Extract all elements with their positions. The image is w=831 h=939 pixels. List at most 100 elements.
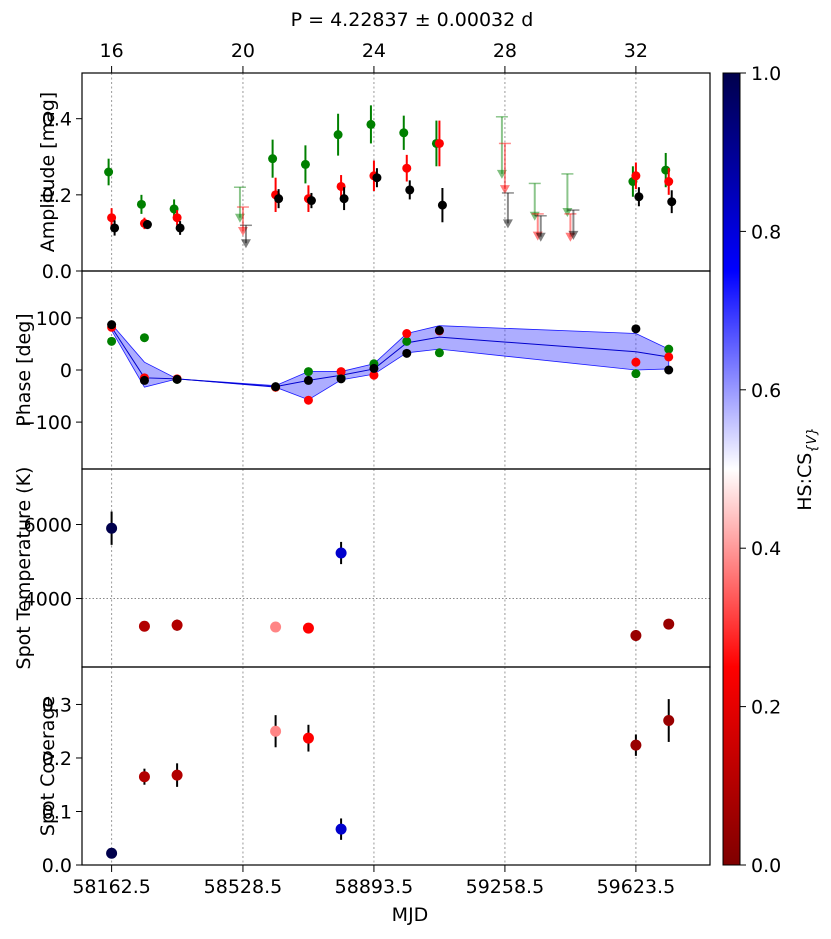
data-point	[664, 177, 674, 187]
colorbar-label: HS:CS{V}	[794, 427, 820, 511]
y-tick-label: −100	[20, 412, 72, 434]
data-point	[663, 715, 675, 727]
panel-spot-coverage: 0.0 0.1 0.2 0.3 Spot Coverage	[37, 666, 711, 877]
y-axis: 0.0 0.1 0.2 0.3	[42, 694, 82, 877]
colorbar-ticks: 0.0 0.2 0.4 0.6 0.8 1.0	[740, 63, 781, 877]
data-point	[372, 173, 382, 183]
top-tick-label: 20	[231, 40, 255, 62]
data-point	[139, 333, 149, 343]
colorbar-tick-label: 1.0	[751, 63, 781, 85]
y-tick-label: 0.3	[42, 694, 72, 716]
data-point	[366, 119, 376, 129]
data-point	[303, 375, 313, 385]
guide-lines	[111, 667, 637, 865]
data-point	[402, 348, 412, 358]
panel-frame	[81, 72, 711, 272]
data-point	[104, 167, 114, 177]
data-point	[402, 163, 412, 173]
data-point	[303, 395, 313, 405]
data-point	[136, 199, 146, 209]
y-tick-label: 0.0	[42, 261, 72, 283]
y-axis: 4000 6000	[24, 515, 82, 611]
y-axis-label: Amplitude [mag]	[37, 92, 59, 252]
y-tick-label: 0.4	[42, 109, 72, 131]
data-point	[663, 618, 675, 630]
data-point	[171, 769, 183, 781]
colorbar-label-main: HS:CS	[794, 453, 816, 511]
data-point	[333, 130, 343, 140]
data-point	[631, 357, 641, 367]
y-tick-label: 4000	[24, 589, 72, 611]
panel-frame	[81, 666, 711, 866]
data-point	[142, 220, 152, 230]
data-point	[631, 171, 641, 181]
temperature-points	[82, 511, 710, 642]
data-point	[107, 213, 117, 223]
upper-limit-arrow	[568, 230, 579, 240]
data-point	[302, 622, 314, 634]
data-point	[138, 771, 150, 783]
data-point	[306, 196, 316, 206]
data-point	[107, 336, 117, 346]
data-point	[399, 128, 409, 138]
data-point	[667, 197, 677, 207]
upper-limit-arrow	[529, 211, 540, 221]
colorbar-tick-label: 0.8	[751, 221, 781, 243]
y-axis: 0.0 0.2 0.4	[42, 109, 82, 283]
data-point	[107, 320, 117, 330]
top-tick-label: 28	[493, 40, 517, 62]
colorbar-tick-label: 0.0	[751, 855, 781, 877]
chart-title: P = 4.22837 ± 0.00032 d	[291, 9, 534, 31]
colorbar-tick-label: 0.2	[751, 697, 781, 719]
y-tick-label: 100	[36, 308, 72, 330]
data-point	[434, 138, 444, 148]
upper-limit-arrow	[535, 232, 546, 242]
data-point	[171, 619, 183, 631]
data-point	[664, 352, 674, 362]
x-tick-label: 59258.5	[466, 876, 545, 898]
data-point	[369, 363, 379, 373]
panel-frame	[81, 468, 711, 668]
data-point	[630, 630, 642, 642]
coverage-points	[106, 699, 675, 859]
data-point	[110, 223, 120, 233]
upper-limit-arrow	[502, 219, 513, 229]
data-point	[434, 348, 444, 358]
data-point	[138, 620, 150, 632]
data-point	[271, 382, 281, 392]
data-point	[634, 192, 644, 202]
data-point	[664, 344, 674, 354]
y-tick-label: 0.0	[42, 855, 72, 877]
y-axis: −100 0 100	[20, 308, 82, 434]
x-tick-label: 58893.5	[335, 876, 414, 898]
panel-frame	[81, 270, 711, 470]
data-point	[630, 739, 642, 751]
data-point	[402, 336, 412, 346]
y-axis-label: Spot Coverage	[37, 696, 59, 836]
colorbar-tick-label: 0.6	[751, 380, 781, 402]
phase-series	[107, 320, 674, 405]
data-point	[274, 194, 284, 204]
data-point	[336, 374, 346, 384]
data-point	[270, 725, 282, 737]
x-axis: 58162.5 58528.5 58893.5 59258.5 59623.5	[72, 865, 675, 898]
x-tick-label: 58528.5	[204, 876, 283, 898]
data-point	[106, 522, 118, 534]
colorbar-tick-label: 0.4	[751, 538, 781, 560]
x-tick-label: 59623.5	[597, 876, 676, 898]
data-point	[339, 194, 349, 204]
data-point	[335, 823, 347, 835]
colorbar-label-subscript: {V}	[805, 427, 820, 452]
x-axis-label: MJD	[392, 904, 429, 926]
data-point	[303, 367, 313, 377]
upper-limit-arrow	[237, 227, 248, 237]
top-tick-label: 32	[624, 40, 648, 62]
upper-limit-arrow	[240, 239, 251, 249]
phase-band	[111, 323, 670, 401]
data-point	[369, 370, 379, 380]
upper-limit-arrow	[499, 185, 510, 195]
guide-lines	[111, 469, 637, 667]
data-point	[270, 621, 282, 633]
data-point	[268, 154, 278, 164]
